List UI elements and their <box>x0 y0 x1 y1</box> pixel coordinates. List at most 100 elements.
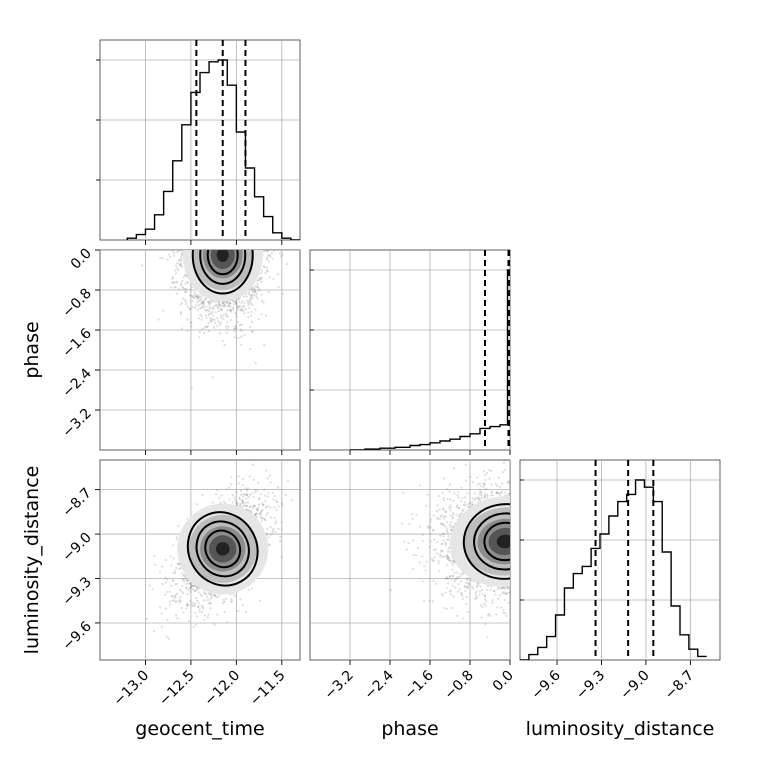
scatter-point <box>219 501 222 504</box>
scatter-point <box>201 300 204 304</box>
scatter-point <box>162 309 165 312</box>
scatter-point <box>449 506 452 509</box>
scatter-point <box>234 499 237 502</box>
scatter-point <box>440 592 444 596</box>
scatter-point <box>237 297 240 301</box>
scatter-point <box>425 560 428 563</box>
histogram-panel-phase <box>309 249 511 451</box>
scatter-point <box>462 508 465 512</box>
scatter-point <box>260 510 263 513</box>
scatter-point <box>161 565 164 568</box>
scatter-point <box>208 300 211 303</box>
scatter-point <box>196 588 199 591</box>
scatter-point <box>219 332 222 335</box>
scatter-point <box>503 598 506 602</box>
scatter-point <box>431 600 435 603</box>
scatter-point <box>214 311 217 314</box>
scatter-point <box>446 527 449 530</box>
scatter-point <box>248 475 251 478</box>
scatter-point <box>230 599 233 602</box>
scatter-point <box>266 270 269 273</box>
scatter-point <box>272 527 275 530</box>
scatter-point <box>217 306 220 309</box>
scatter-point <box>241 500 245 503</box>
scatter-point <box>223 611 226 614</box>
scatter-point <box>242 309 246 312</box>
scatter-point <box>195 596 198 600</box>
scatter-point <box>191 588 195 591</box>
scatter-point <box>258 289 261 292</box>
scatter-point <box>191 295 194 298</box>
scatter-point <box>208 301 211 305</box>
scatter-point <box>170 564 173 567</box>
scatter-point <box>222 317 225 320</box>
scatter-point <box>172 544 175 547</box>
scatter-point <box>206 300 209 303</box>
scatter-point <box>441 491 444 494</box>
scatter-point <box>448 550 451 554</box>
scatter-point <box>267 260 270 263</box>
scatter-point <box>198 610 201 613</box>
scatter-point <box>196 615 199 618</box>
scatter-point <box>449 509 452 512</box>
scatter-point <box>221 339 224 342</box>
scatter-point <box>467 611 470 614</box>
scatter-point <box>251 303 254 306</box>
scatter-point <box>490 491 493 494</box>
scatter-point <box>444 591 447 594</box>
scatter-point <box>501 586 505 589</box>
scatter-point <box>457 490 460 493</box>
scatter-point <box>281 292 284 296</box>
scatter-point <box>186 604 189 607</box>
scatter-point <box>264 494 267 497</box>
scatter-point <box>453 571 456 574</box>
scatter-point <box>503 469 506 472</box>
scatter-point <box>236 306 239 309</box>
scatter-point <box>222 500 225 503</box>
scatter-point <box>436 517 439 520</box>
scatter-point <box>501 592 504 595</box>
panel-plot-area <box>310 250 510 450</box>
contour-lines <box>191 250 254 295</box>
scatter-point <box>193 589 196 592</box>
scatter-point <box>454 586 457 589</box>
scatter-point <box>446 531 449 534</box>
scatter-point <box>174 614 178 617</box>
scatter-point <box>493 590 496 593</box>
scatter-point <box>212 593 215 597</box>
scatter-point <box>196 599 199 602</box>
scatter-point <box>164 581 168 584</box>
scatter-point <box>248 293 251 296</box>
scatter-point <box>209 302 212 305</box>
scatter-point <box>231 494 234 497</box>
scatter-point <box>201 302 205 305</box>
scatter-point <box>222 602 225 605</box>
scatter-point <box>257 498 260 501</box>
scatter-point <box>198 295 202 298</box>
scatter-point <box>439 522 443 525</box>
scatter-point <box>494 593 497 596</box>
scatter-point <box>251 492 254 495</box>
scatter-point <box>181 286 184 289</box>
scatter-point <box>186 517 189 520</box>
scatter-point <box>182 578 186 581</box>
scatter-point <box>238 300 241 303</box>
scatter-point <box>486 584 489 588</box>
scatter-point <box>274 530 277 533</box>
scatter-point <box>190 325 193 328</box>
scatter-point <box>257 285 260 288</box>
scatter-point <box>504 494 507 497</box>
scatter-point <box>208 303 211 306</box>
scatter-point <box>165 590 168 594</box>
scatter-point <box>254 504 257 507</box>
scatter-point <box>242 295 246 298</box>
scatter-point <box>279 540 282 543</box>
scatter-point <box>174 596 177 599</box>
scatter-point <box>208 312 211 316</box>
scatter-point <box>483 473 486 477</box>
scatter-point <box>272 250 276 252</box>
scatter-point <box>185 604 189 607</box>
scatter-point <box>229 308 233 312</box>
scatter-point <box>479 489 482 492</box>
scatter-point <box>448 558 451 562</box>
